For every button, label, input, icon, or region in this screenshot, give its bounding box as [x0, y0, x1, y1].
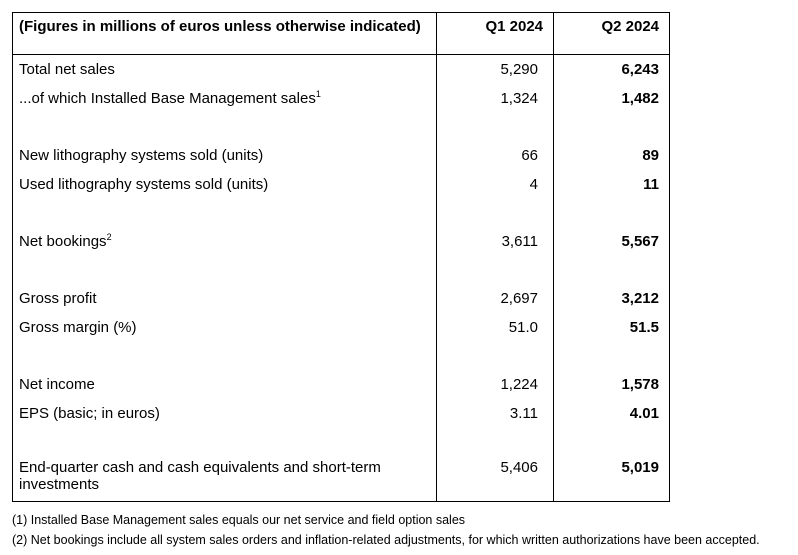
- footnote-ref: 1: [315, 88, 321, 99]
- row-label: Total net sales: [12, 54, 437, 84]
- row-label: Gross margin (%): [12, 312, 437, 342]
- spacer-row: [12, 255, 670, 284]
- row-label: Net income: [12, 369, 437, 399]
- footnote-2: (2) Net bookings include all system sale…: [12, 533, 760, 547]
- table-row: New lithography systems sold (units) 66 …: [12, 140, 670, 170]
- header-q2-2024: Q2 2024: [553, 12, 670, 55]
- table-row: Total net sales 5,290 6,243: [12, 54, 670, 84]
- row-q2-value: 89: [553, 140, 670, 170]
- row-q2-value: 1,578: [553, 369, 670, 399]
- row-q2-value: 3,212: [553, 283, 670, 313]
- row-q1-value: 1,324: [436, 83, 554, 113]
- row-q2-value: 51.5: [553, 312, 670, 342]
- row-q1-value: 51.0: [436, 312, 554, 342]
- row-label: Gross profit: [12, 283, 437, 313]
- row-label: End-quarter cash and cash equivalents an…: [12, 455, 437, 502]
- table-row: Gross margin (%) 51.0 51.5: [12, 312, 670, 342]
- financial-summary-table: (Figures in millions of euros unless oth…: [12, 12, 670, 502]
- table-row: ...of which Installed Base Management sa…: [12, 83, 670, 113]
- row-q2-value: 1,482: [553, 83, 670, 113]
- row-label: Net bookings2: [12, 226, 437, 256]
- spacer-row: [12, 112, 670, 141]
- footnotes: (1) Installed Base Management sales equa…: [12, 510, 760, 550]
- table-row: Used lithography systems sold (units) 4 …: [12, 169, 670, 199]
- row-q1-value: 3,611: [436, 226, 554, 256]
- row-q1-value: 4: [436, 169, 554, 199]
- row-q1-value: 66: [436, 140, 554, 170]
- row-label: Used lithography systems sold (units): [12, 169, 437, 199]
- row-q1-value: 2,697: [436, 283, 554, 313]
- row-label: ...of which Installed Base Management sa…: [12, 83, 437, 113]
- row-q1-value: 3.11: [436, 398, 554, 428]
- footnote-ref: 2: [106, 231, 112, 242]
- row-q1-value: 5,290: [436, 54, 554, 84]
- spacer-row: [12, 427, 670, 456]
- row-q2-value: 5,019: [553, 455, 670, 502]
- table-header-row: (Figures in millions of euros unless oth…: [12, 12, 670, 55]
- spacer-row: [12, 198, 670, 227]
- spacer-row: [12, 341, 670, 370]
- header-label: (Figures in millions of euros unless oth…: [12, 12, 437, 55]
- row-q2-value: 11: [553, 169, 670, 199]
- row-q1-value: 5,406: [436, 455, 554, 502]
- row-label: New lithography systems sold (units): [12, 140, 437, 170]
- footnote-1: (1) Installed Base Management sales equa…: [12, 513, 466, 527]
- row-q2-value: 4.01: [553, 398, 670, 428]
- row-q2-value: 5,567: [553, 226, 670, 256]
- row-q2-value: 6,243: [553, 54, 670, 84]
- header-q1-2024: Q1 2024: [436, 12, 554, 55]
- row-q1-value: 1,224: [436, 369, 554, 399]
- table-row: Net bookings2 3,611 5,567: [12, 226, 670, 256]
- table-row: Net income 1,224 1,578: [12, 369, 670, 399]
- table-row: End-quarter cash and cash equivalents an…: [12, 455, 670, 502]
- table-row: Gross profit 2,697 3,212: [12, 283, 670, 313]
- table-row: EPS (basic; in euros) 3.11 4.01: [12, 398, 670, 428]
- row-label: EPS (basic; in euros): [12, 398, 437, 428]
